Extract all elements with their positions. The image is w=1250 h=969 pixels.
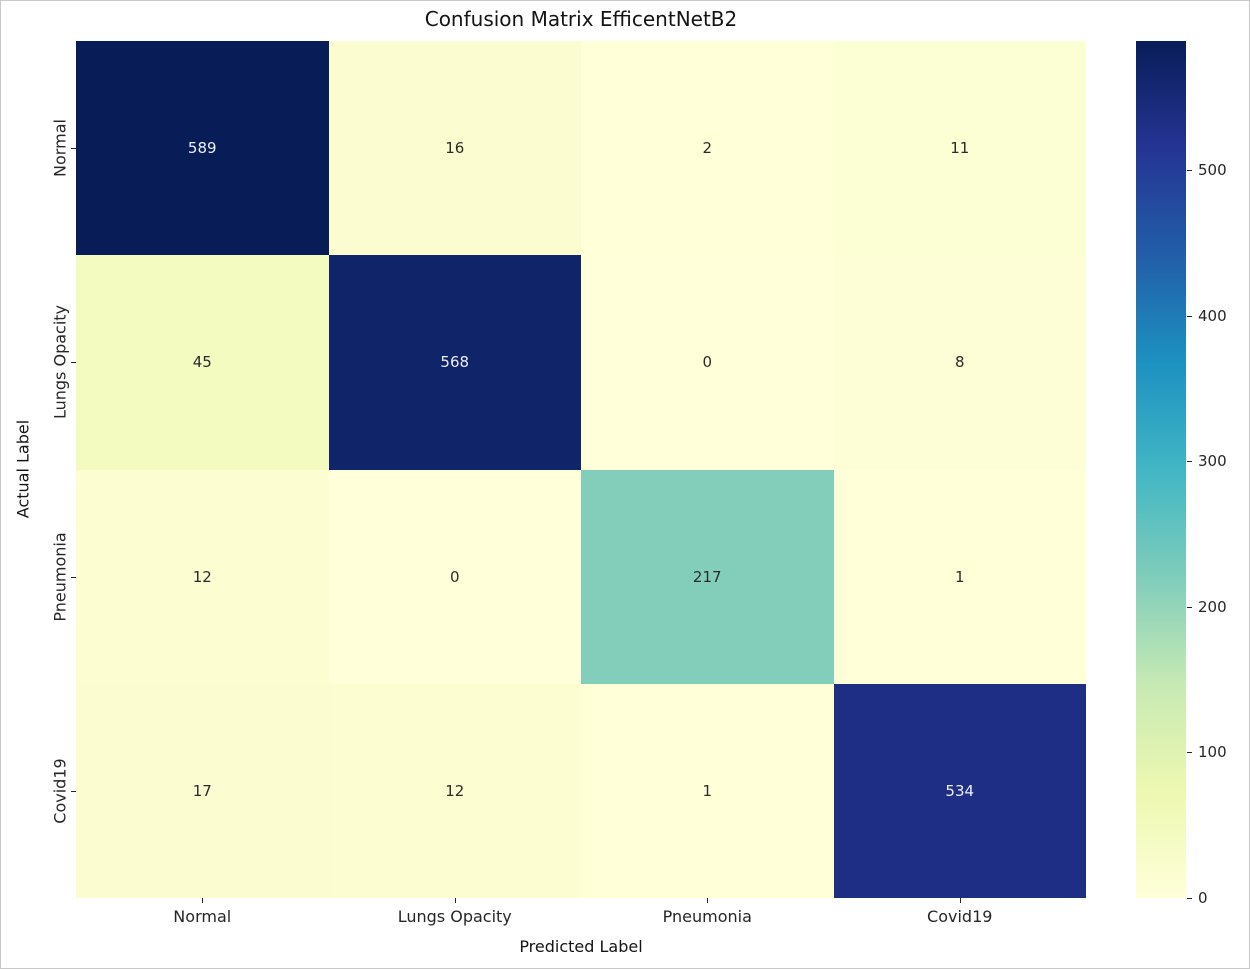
cell-value: 12 [445, 781, 465, 800]
colorbar [1136, 41, 1186, 898]
colorbar-tick-mark [1187, 315, 1192, 317]
heatmap-cell: 0 [581, 255, 834, 470]
cell-value: 16 [445, 139, 465, 158]
x-tick-mark [959, 898, 961, 903]
x-axis-title: Predicted Label [519, 937, 643, 956]
heatmap-cell: 8 [833, 255, 1086, 470]
y-tick-mark [71, 576, 76, 578]
heatmap-cell: 12 [76, 469, 329, 684]
colorbar-tick-label: 200 [1198, 597, 1227, 616]
colorbar-tick-mark [1187, 752, 1192, 754]
y-tick-label-text: Pneumonia [50, 531, 70, 622]
colorbar-tick-label: 100 [1198, 743, 1227, 762]
x-tick-label: Normal [173, 907, 232, 926]
heatmap-cell: 589 [76, 41, 329, 256]
chart-title: Confusion Matrix EfficentNetB2 [424, 7, 738, 31]
colorbar-tick-mark [1187, 461, 1192, 463]
cell-value: 568 [440, 353, 470, 372]
y-tick-mark [71, 790, 76, 792]
heatmap-cell: 11 [833, 41, 1086, 256]
x-tick-label: Pneumonia [662, 907, 752, 926]
colorbar-tick-mark [1187, 606, 1192, 608]
colorbar-tick-mark [1187, 170, 1192, 172]
cell-value: 589 [187, 139, 217, 158]
heatmap-cell: 45 [76, 255, 329, 470]
x-tick-mark [202, 898, 204, 903]
x-tick-mark [707, 898, 709, 903]
colorbar-tick-mark [1187, 898, 1192, 899]
heatmap-cell: 0 [328, 469, 581, 684]
cell-value: 217 [692, 567, 722, 586]
heatmap-cell: 17 [76, 683, 329, 898]
cell-value: 8 [954, 353, 965, 372]
cell-value: 0 [702, 353, 713, 372]
y-tick-label-text: Covid19 [50, 758, 70, 824]
heatmap-cell: 16 [328, 41, 581, 256]
cell-value: 534 [945, 781, 975, 800]
heatmap-cell: 568 [328, 255, 581, 470]
heatmap-plot: 589 16 2 11 45 568 0 8 12 0 217 1 17 12 1 534 [76, 41, 1086, 898]
x-tick-label: Covid19 [927, 907, 993, 926]
x-tick-label: Lungs Opacity [397, 907, 512, 926]
colorbar-tick-label: 500 [1198, 161, 1227, 180]
colorbar-tick-label: 300 [1198, 452, 1227, 471]
cell-value: 11 [950, 139, 970, 158]
heatmap-cell: 534 [833, 683, 1086, 898]
heatmap-cell: 1 [581, 683, 834, 898]
heatmap-cell: 12 [328, 683, 581, 898]
y-tick-mark [71, 148, 76, 150]
heatmap-cell: 217 [581, 469, 834, 684]
y-axis-title-text: Actual Label [13, 419, 33, 519]
cell-value: 1 [702, 781, 713, 800]
cell-value: 2 [702, 139, 713, 158]
y-tick-label-text: Lungs Opacity [50, 305, 70, 420]
x-tick-mark [454, 898, 456, 903]
cell-value: 1 [954, 567, 965, 586]
cell-value: 0 [449, 567, 460, 586]
heatmap-cell: 2 [581, 41, 834, 256]
y-tick-label-text: Normal [50, 119, 70, 178]
cell-value: 12 [192, 567, 212, 586]
cell-value: 17 [192, 781, 212, 800]
colorbar-tick-label: 0 [1198, 889, 1208, 907]
heatmap-cell: 1 [833, 469, 1086, 684]
cell-value: 45 [192, 353, 212, 372]
y-tick-mark [71, 362, 76, 364]
colorbar-tick-label: 400 [1198, 306, 1227, 325]
